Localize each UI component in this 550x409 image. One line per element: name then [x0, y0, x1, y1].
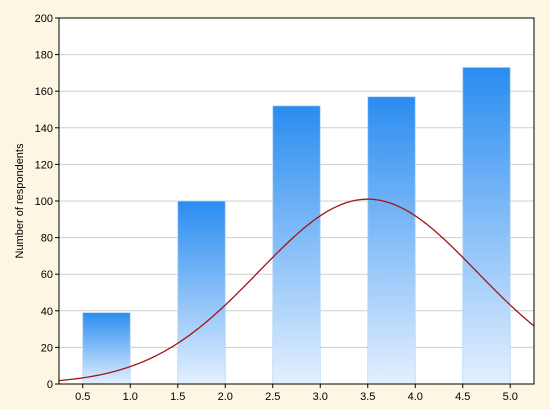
- y-axis-ticks: 0 20 40 60 80 100 120 140 160 180 200: [35, 13, 59, 391]
- y-tick-label-7: 140: [35, 123, 53, 135]
- y-tick-label-4: 80: [41, 233, 53, 245]
- bar-0: [82, 312, 131, 385]
- x-tick-label-9: 5.0: [503, 391, 518, 403]
- x-axis-ticks: 0.5 1.0 1.5 2.0 2.5 3.0 3.5 4.0 4.5 5.0: [75, 384, 518, 403]
- x-tick-label-0: 0.5: [75, 391, 90, 403]
- y-tick-label-10: 200: [35, 13, 53, 25]
- bar-1: [177, 200, 226, 385]
- y-tick-label-2: 40: [41, 306, 53, 318]
- y-tick-label-3: 60: [41, 269, 53, 281]
- y-tick-label-1: 20: [41, 342, 53, 354]
- bar-3: [367, 96, 416, 385]
- x-tick-label-2: 1.5: [170, 391, 185, 403]
- normal-curve: [58, 198, 535, 382]
- x-tick-label-7: 4.0: [408, 391, 423, 403]
- y-tick-label-0: 0: [47, 379, 53, 391]
- x-tick-label-4: 2.5: [265, 391, 280, 403]
- bars: [82, 67, 511, 385]
- y-tick-label-9: 180: [35, 50, 53, 62]
- bar-2: [272, 105, 321, 385]
- bar-4: [462, 67, 511, 385]
- x-tick-label-6: 3.5: [360, 391, 375, 403]
- y-axis-title: Number of respondents: [14, 143, 26, 258]
- y-tick-label-5: 100: [35, 196, 53, 208]
- x-tick-label-8: 4.5: [455, 391, 470, 403]
- x-tick-label-1: 1.0: [123, 391, 138, 403]
- x-tick-label-5: 3.0: [313, 391, 328, 403]
- y-tick-label-8: 160: [35, 86, 53, 98]
- x-tick-label-3: 2.0: [218, 391, 233, 403]
- y-tick-label-6: 120: [35, 159, 53, 171]
